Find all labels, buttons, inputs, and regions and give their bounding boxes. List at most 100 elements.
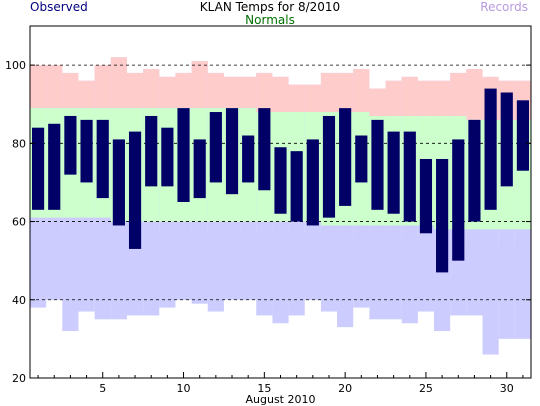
y-tick-label: 40 [12, 294, 26, 307]
x-tick-label: 5 [99, 382, 106, 395]
normal-low-range-band [353, 237, 370, 300]
observed-bar [339, 108, 352, 206]
normal-low-range-band [143, 229, 160, 300]
y-tick-label: 60 [12, 216, 26, 229]
normal-low-range-band [240, 229, 257, 300]
observed-bar [209, 112, 222, 183]
observed-bar [112, 139, 125, 226]
record-high-band [175, 72, 192, 109]
record-high-band [191, 61, 208, 109]
record-high-band [417, 80, 435, 116]
record-high-band [159, 76, 176, 109]
record-high-band [46, 65, 63, 109]
observed-bar [32, 127, 45, 210]
observed-bar [48, 123, 61, 210]
x-tick-label: 10 [177, 382, 191, 395]
x-axis-label: August 2010 [246, 393, 316, 406]
normal-low-range-band [320, 233, 338, 300]
normal-low-range-band [78, 225, 95, 300]
record-high-band [240, 76, 257, 109]
observed-bar [516, 100, 529, 171]
observed-bar [468, 119, 481, 222]
record-high-band [143, 69, 160, 109]
record-high-band [78, 80, 95, 109]
normal-low-range-band [256, 233, 273, 300]
normal-low-range-band [94, 225, 111, 300]
observed-bar [484, 88, 497, 210]
x-tick-label: 25 [419, 382, 433, 395]
record-high-band [320, 72, 338, 113]
legend-normals-label: Normals [245, 13, 295, 27]
observed-bar [419, 158, 433, 234]
normal-low-range-band [62, 225, 79, 300]
observed-bar [371, 119, 384, 210]
normal-low-range-band [30, 225, 47, 300]
record-high-band [110, 57, 127, 109]
normal-low-range-band [288, 233, 305, 300]
record-high-band [401, 76, 418, 116]
normal-low-range-band [304, 233, 321, 300]
observed-bar [258, 108, 271, 191]
y-tick-label: 80 [12, 137, 26, 150]
record-high-band [369, 88, 386, 116]
observed-bar [403, 131, 416, 222]
observed-bar [64, 115, 77, 175]
record-high-band [256, 72, 273, 113]
normal-low-range-band [191, 229, 208, 300]
normal-low-range-band [110, 225, 127, 300]
normal-low-range-band [514, 245, 531, 300]
normal-low-range-band [223, 229, 241, 300]
x-tick-label: 30 [500, 382, 514, 395]
record-high-band [272, 76, 289, 113]
observed-bar [452, 139, 465, 261]
normal-low-range-band [417, 237, 435, 300]
record-high-band [223, 76, 241, 109]
observed-bar [322, 115, 336, 218]
normal-low-range-band [401, 237, 418, 300]
record-high-band [450, 72, 467, 116]
normal-low-range-band [46, 225, 63, 300]
y-tick-label: 20 [12, 372, 26, 385]
legend-records-label: Records [480, 0, 528, 14]
record-high-band [30, 65, 47, 109]
observed-bar [436, 158, 449, 273]
observed-bar [161, 127, 174, 187]
record-high-band [337, 72, 354, 113]
normal-low-range-band [272, 233, 289, 300]
observed-bar [128, 131, 142, 249]
x-tick-label: 20 [338, 382, 352, 395]
record-high-band [288, 84, 305, 113]
observed-bar [80, 119, 93, 183]
record-high-band [62, 72, 79, 109]
observed-bar [177, 108, 190, 202]
y-tick-label: 100 [5, 59, 26, 72]
normal-low-range-band [385, 237, 402, 300]
chart-title: KLAN Temps for 8/2010 [199, 0, 341, 14]
observed-bar [96, 119, 109, 199]
record-high-band [207, 72, 224, 109]
record-high-band [353, 69, 370, 113]
observed-bar [145, 115, 158, 187]
record-high-band [385, 80, 402, 116]
record-high-band [126, 72, 144, 109]
normal-low-range-band [175, 229, 192, 300]
normal-low-range-band [466, 241, 483, 300]
observed-bar [290, 151, 303, 222]
legend-observed-label: Observed [30, 0, 88, 14]
record-high-band [304, 84, 321, 113]
observed-bar [242, 135, 255, 183]
record-high-band [434, 80, 451, 116]
observed-bar [355, 135, 368, 183]
normal-low-range-band [159, 229, 176, 300]
normal-low-range-band [498, 245, 515, 300]
observed-bar [500, 92, 513, 187]
x-tick-label: 15 [257, 382, 271, 395]
record-high-band [94, 65, 111, 109]
normal-low-range-band [482, 245, 499, 300]
normal-low-range-band [207, 229, 224, 300]
observed-bar [193, 139, 206, 199]
observed-bar [387, 131, 400, 214]
normal-low-range-band [369, 237, 386, 300]
normal-low-range-band [337, 233, 354, 300]
